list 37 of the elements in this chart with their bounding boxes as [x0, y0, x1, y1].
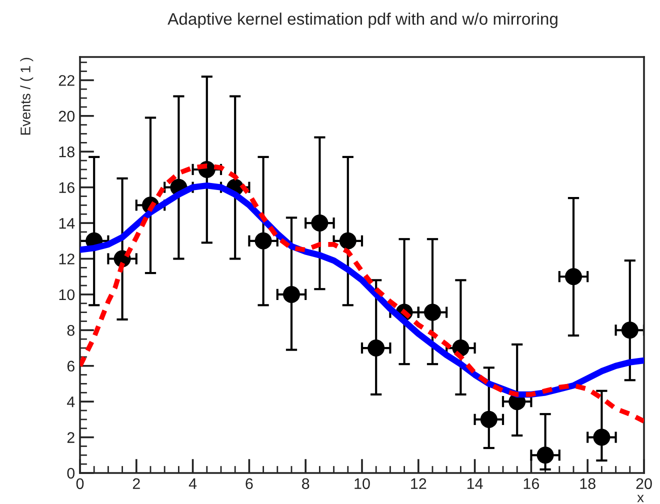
- y-axis-title: Events / ( 1 ): [20, 58, 34, 135]
- point: [424, 304, 442, 321]
- point: [564, 268, 582, 286]
- x-tick-label: 2: [132, 478, 140, 489]
- x-tick-label: 0: [76, 478, 84, 490]
- x-axis-title: x: [637, 494, 644, 502]
- point: [480, 410, 498, 428]
- x-tick-label: 4: [188, 478, 197, 489]
- point: [339, 232, 356, 250]
- point: [536, 446, 554, 464]
- y-tick-label: 2: [67, 432, 74, 443]
- y-tick-label: 20: [58, 110, 75, 122]
- y-tick-label: 6: [67, 360, 74, 372]
- point: [254, 232, 272, 250]
- point: [621, 322, 638, 339]
- y-tick-label: 18: [59, 146, 74, 158]
- point: [311, 214, 328, 232]
- x-tick-label: 16: [524, 478, 540, 490]
- y-tick-label: 12: [59, 254, 74, 264]
- y-tick-label: 0: [67, 468, 75, 479]
- x-tick-label: 18: [580, 478, 596, 490]
- y-tick-label: 16: [59, 182, 74, 194]
- x-tick-label: 10: [354, 478, 370, 490]
- point: [593, 428, 610, 446]
- x-tick-label: 14: [467, 478, 483, 489]
- x-tick-label: 8: [302, 478, 310, 490]
- point: [282, 286, 300, 303]
- y-tick-label: 22: [58, 75, 74, 86]
- y-tick-label: 10: [59, 289, 75, 300]
- x-tick-label: 6: [246, 478, 253, 490]
- point: [368, 340, 385, 357]
- chart-title: Adaptive kernel estimation pdf with and w/o mirroring: [168, 12, 558, 28]
- y-tick-label: 8: [67, 325, 74, 336]
- x-tick-label: 20: [636, 478, 652, 490]
- y-tick-label: 14: [59, 218, 75, 229]
- x-tick-label: 12: [411, 478, 426, 489]
- y-tick-label: 4: [66, 396, 75, 408]
